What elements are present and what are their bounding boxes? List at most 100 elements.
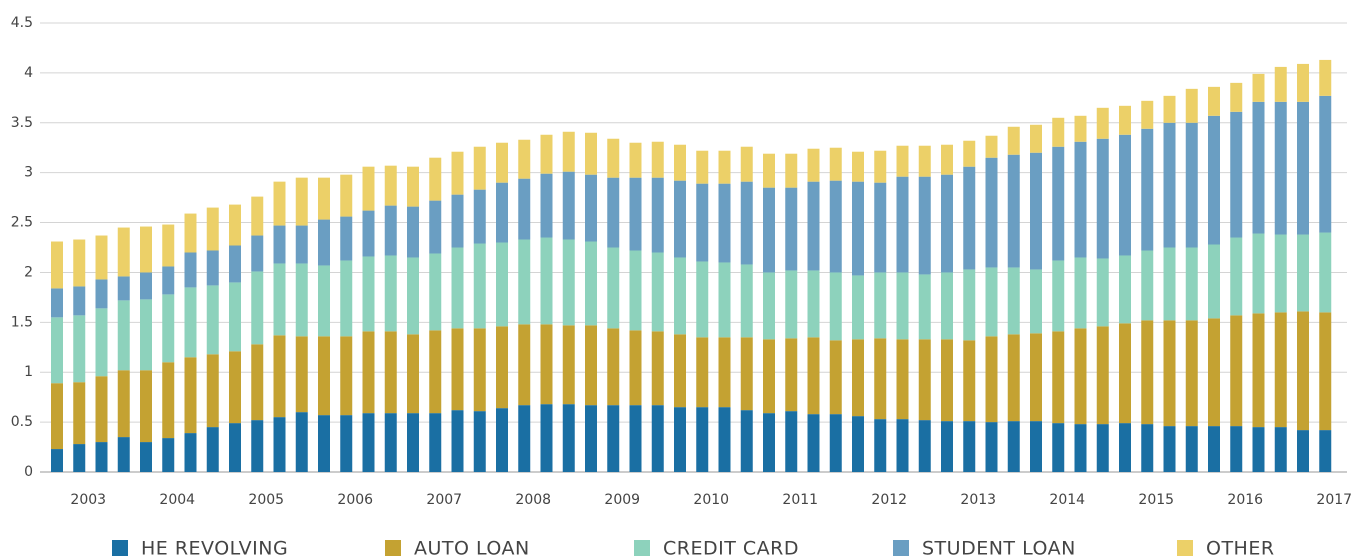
bar-segment — [162, 362, 175, 439]
bar-segment — [718, 337, 731, 408]
legend-swatch — [893, 540, 909, 556]
bar-segment — [585, 325, 597, 406]
bar-segment — [852, 416, 864, 472]
bar-segment — [874, 182, 887, 273]
bar-segment — [362, 256, 375, 332]
bar-segment — [1274, 101, 1287, 235]
bar-segment — [696, 337, 709, 408]
bar-segment — [607, 405, 620, 472]
bar-segment — [496, 142, 508, 183]
bar-segment — [229, 204, 241, 246]
legend-swatch — [385, 540, 401, 556]
y-tick-label: 1.5 — [11, 314, 33, 330]
bar-segment — [785, 338, 798, 412]
bar-segment — [518, 139, 531, 179]
x-tick-label: 2016 — [1227, 492, 1263, 508]
x-tick-label: 2007 — [426, 492, 462, 508]
bar-segment — [585, 174, 597, 242]
bar-segment — [184, 213, 197, 253]
bar-segment — [384, 255, 397, 332]
bar-segment — [1274, 234, 1287, 313]
bar-segment — [674, 334, 686, 408]
bar-segment — [295, 263, 308, 337]
bar-segment — [1052, 146, 1065, 261]
bar-segment — [451, 328, 464, 411]
bar-segment — [1096, 138, 1109, 259]
bar-segment — [1007, 126, 1020, 155]
bar-segment — [1052, 117, 1065, 147]
bar-segment — [874, 150, 887, 183]
bar-segment — [629, 250, 642, 331]
legend-swatch — [634, 540, 650, 556]
bar-segment — [229, 245, 241, 283]
bar-segment — [496, 408, 508, 472]
bar-segment — [73, 239, 86, 287]
bar-segment — [340, 174, 353, 217]
bar-segment — [585, 241, 597, 326]
bar-segment — [473, 328, 486, 412]
bar-segment — [429, 330, 442, 414]
x-tick-label: 2015 — [1138, 492, 1174, 508]
bar-segment — [941, 272, 953, 340]
bar-segment — [518, 405, 531, 472]
bar-segment — [117, 227, 130, 277]
bar-segment — [1297, 101, 1309, 235]
bar-segment — [451, 151, 464, 195]
bar-segment — [918, 145, 931, 177]
bar-segment — [1274, 427, 1287, 472]
bar-segment — [95, 235, 108, 280]
bar-segment — [1096, 424, 1109, 472]
bar-segment — [251, 271, 264, 345]
bar-segment — [273, 263, 286, 336]
bar-segment — [318, 177, 330, 220]
x-tick-label: 2010 — [693, 492, 729, 508]
bar-segment — [206, 354, 219, 428]
bar-segment — [829, 414, 842, 472]
bar-segment — [518, 239, 531, 325]
bar-segment — [874, 272, 887, 339]
bar-segment — [95, 308, 108, 377]
bar-segment — [1252, 313, 1265, 428]
bar-segment — [540, 173, 553, 238]
bar-segment — [251, 235, 264, 272]
bar-segment — [1185, 247, 1198, 321]
bar-segment — [651, 141, 664, 178]
bar-segment — [585, 132, 597, 175]
bar-segment — [941, 174, 953, 273]
bar-segment — [140, 226, 152, 273]
bar-segment — [1163, 122, 1176, 248]
bar-segment — [140, 272, 152, 300]
bar-segment — [162, 294, 175, 363]
bar-segment — [896, 419, 909, 472]
bar-segment — [1030, 421, 1042, 472]
bar-segment — [117, 437, 130, 472]
bar-segment — [963, 269, 976, 341]
bar-segment — [1119, 323, 1131, 424]
bar-segment — [829, 272, 842, 341]
bar-segment — [740, 146, 753, 182]
bar-segment — [740, 337, 753, 411]
bar-segment — [1319, 430, 1332, 472]
legend-label: AUTO LOAN — [414, 538, 530, 559]
bar-segment — [785, 411, 798, 472]
bar-segment — [674, 407, 686, 472]
bar-segment — [162, 224, 175, 267]
bar-segment — [718, 150, 731, 184]
bar-segment — [629, 405, 642, 472]
bar-segment — [496, 242, 508, 327]
bar-segment — [384, 165, 397, 206]
x-tick-label: 2012 — [871, 492, 907, 508]
bar-segment — [674, 180, 686, 258]
bar-segment — [473, 189, 486, 244]
bar-segment — [429, 157, 442, 201]
bar-segment — [852, 275, 864, 340]
bar-segment — [1141, 128, 1154, 251]
bar-segment — [1052, 423, 1065, 472]
bar-segment — [740, 264, 753, 338]
x-tick-label: 2017 — [1316, 492, 1352, 508]
bar-segment — [1185, 320, 1198, 427]
bar-segment — [473, 243, 486, 329]
bar-segment — [829, 180, 842, 273]
bar-segment — [429, 253, 442, 331]
bar-segment — [963, 421, 976, 472]
